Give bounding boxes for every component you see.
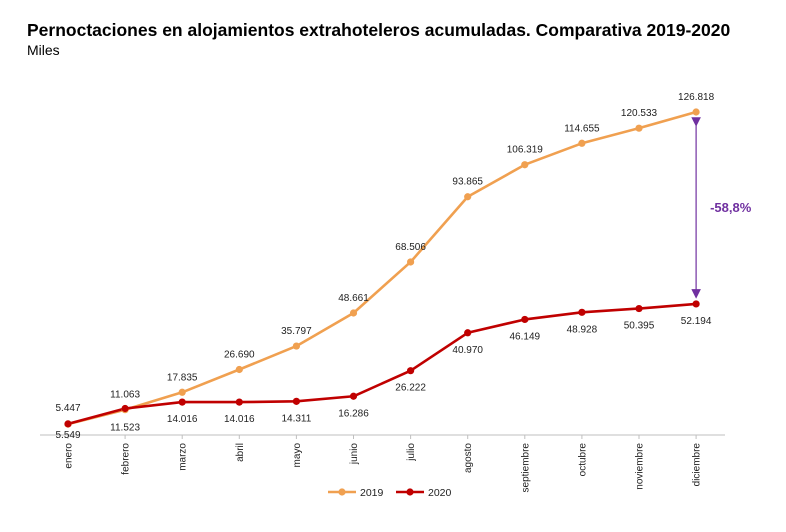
data-point-2019 (464, 193, 472, 201)
data-label-2019: 106.319 (507, 145, 544, 156)
data-label-2019: 114.655 (564, 123, 600, 134)
data-label-2020: 5.549 (55, 430, 80, 441)
data-label-2019: 48.661 (338, 293, 369, 304)
data-point-2019 (178, 388, 186, 396)
x-tick-label: agosto (463, 443, 474, 473)
data-label-2019: 35.797 (281, 326, 312, 337)
data-point-2020 (292, 397, 300, 405)
x-tick-label: noviembre (635, 443, 646, 490)
data-point-2019 (235, 365, 243, 374)
series-line-2020 (67, 302, 697, 426)
series-line-2019 (67, 110, 697, 426)
data-point-2020 (407, 367, 415, 375)
data-label-2019: 11.063 (110, 390, 140, 401)
x-tick-label: septiembre (520, 443, 531, 493)
data-point-2020 (578, 308, 586, 316)
x-tick-label: febrero (121, 443, 132, 475)
data-label-2019: 5.447 (55, 403, 80, 414)
data-label-2020: 14.311 (281, 413, 311, 424)
data-point-2020 (521, 315, 529, 324)
data-point-2019 (521, 161, 529, 169)
data-label-2019: 68.506 (395, 242, 426, 253)
data-point-2020 (349, 392, 358, 400)
data-point-2020 (121, 404, 129, 413)
data-label-2020: 14.016 (167, 414, 198, 425)
data-label-2020: 50.395 (624, 321, 655, 332)
data-label-2020: 26.222 (395, 383, 426, 394)
legend-label-2020: 2020 (428, 487, 452, 499)
data-point-2019 (349, 309, 358, 317)
x-tick-label: junio (349, 443, 360, 466)
data-point-2020 (692, 300, 700, 308)
data-point-2020 (64, 420, 72, 428)
x-tick-label: enero (64, 443, 75, 469)
data-label-2020: 14.016 (224, 414, 255, 425)
legend-marker-2019 (338, 488, 346, 496)
data-point-2019 (578, 139, 586, 147)
data-label-2019: 120.533 (621, 108, 658, 119)
data-point-2020 (235, 398, 243, 406)
data-point-2019 (407, 258, 415, 266)
x-tick-label: diciembre (692, 443, 703, 487)
data-label-2019: 17.835 (167, 372, 198, 383)
data-point-2020 (464, 329, 472, 337)
data-label-2020: 46.149 (510, 331, 541, 342)
data-label-2019: 126.818 (678, 92, 715, 103)
x-tick-label: octubre (577, 443, 588, 477)
data-label-2019: 26.690 (224, 350, 255, 361)
data-point-2020 (178, 398, 186, 406)
data-label-2020: 40.970 (452, 345, 483, 356)
data-point-2019 (635, 124, 643, 132)
data-label-2020: 52.194 (681, 316, 712, 327)
data-point-2019 (692, 108, 700, 116)
x-tick-label: julio (406, 443, 417, 462)
chart-title: Pernoctaciones en alojamientos extrahote… (27, 20, 731, 40)
difference-annotation: -58,8% (710, 200, 752, 215)
chart-subtitle: Miles (27, 42, 60, 58)
x-tick-label: marzo (178, 443, 189, 471)
data-point-2019 (292, 342, 300, 350)
data-label-2020: 11.523 (110, 423, 140, 434)
legend-marker-2020 (406, 488, 414, 496)
legend-label-2019: 2019 (360, 487, 384, 499)
data-point-2020 (635, 304, 643, 313)
data-label-2019: 93.865 (452, 177, 483, 188)
x-tick-label: abril (235, 443, 246, 462)
data-label-2020: 48.928 (567, 324, 598, 335)
data-label-2020: 16.286 (338, 408, 369, 419)
x-tick-label: mayo (292, 443, 303, 468)
